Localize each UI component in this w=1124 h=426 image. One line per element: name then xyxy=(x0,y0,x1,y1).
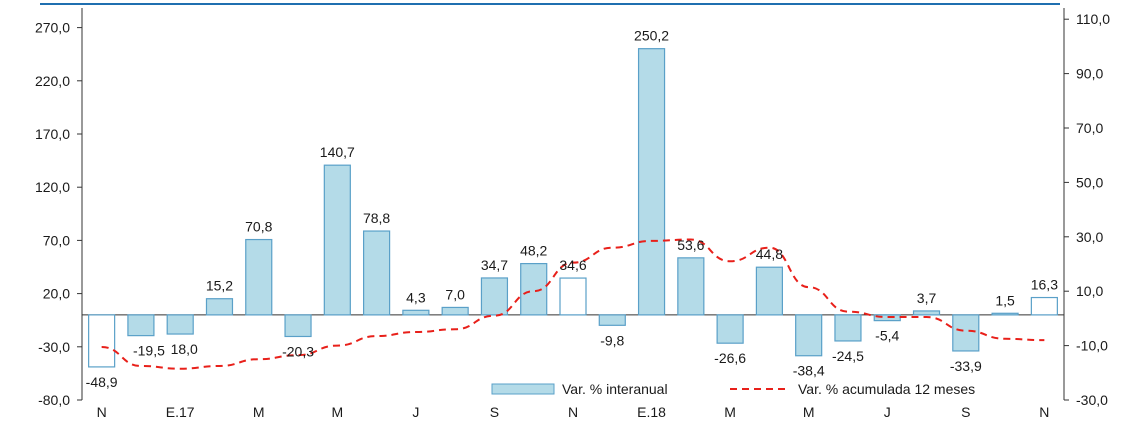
bar xyxy=(88,314,116,368)
bar xyxy=(952,314,980,352)
bar xyxy=(677,257,705,316)
x-tick-label: S xyxy=(490,404,499,420)
bar xyxy=(912,310,941,316)
x-tick-label: N xyxy=(568,404,578,420)
right-tick-label: -10,0 xyxy=(1076,338,1108,354)
data-label: 7,0 xyxy=(445,286,465,302)
bar xyxy=(323,164,351,316)
bar xyxy=(834,314,862,342)
data-label: 1,5 xyxy=(995,292,1015,308)
x-tick-label: J xyxy=(884,404,891,420)
x-tick-label: N xyxy=(97,404,107,420)
data-label: -19,5 xyxy=(133,343,165,359)
data-label: 250,2 xyxy=(634,28,669,44)
data-label: 70,8 xyxy=(245,219,272,235)
x-tick-label: E.18 xyxy=(637,404,666,420)
left-tick-label: -30,0 xyxy=(38,339,70,355)
legend-label-acumulada: Var. % acumulada 12 meses xyxy=(798,381,975,397)
right-tick-label: 110,0 xyxy=(1076,11,1110,27)
x-tick-label: E.17 xyxy=(166,404,195,420)
data-label: 44,8 xyxy=(756,246,783,262)
bar xyxy=(598,314,626,326)
left-tick-label: 170,0 xyxy=(35,126,70,142)
bar xyxy=(402,309,430,316)
bar xyxy=(873,314,901,322)
data-label: -33,9 xyxy=(950,358,982,374)
data-label: -26,6 xyxy=(714,350,746,366)
right-tick-label: 90,0 xyxy=(1076,66,1103,82)
right-tick-label: 70,0 xyxy=(1076,120,1103,136)
bar xyxy=(795,314,823,357)
left-tick-label: -80,0 xyxy=(38,392,70,408)
right-tick-label: 50,0 xyxy=(1076,174,1103,190)
x-tick-label: M xyxy=(803,404,815,420)
data-label: 78,8 xyxy=(363,210,390,226)
data-label: 15,2 xyxy=(206,278,233,294)
bar xyxy=(991,312,1019,316)
bar xyxy=(1030,296,1058,316)
x-tick-label: S xyxy=(961,404,970,420)
bar xyxy=(480,277,509,316)
x-tick-label: M xyxy=(253,404,265,420)
bar xyxy=(520,262,548,316)
line-series-acumulada xyxy=(101,238,1045,370)
data-label: 16,3 xyxy=(1031,277,1058,293)
bar xyxy=(716,314,744,344)
bar xyxy=(166,314,194,335)
data-label: 140,7 xyxy=(320,144,355,160)
bar xyxy=(127,314,155,337)
left-tick-label: 270,0 xyxy=(35,20,70,36)
bar xyxy=(205,298,234,316)
legend-label-interanual: Var. % interanual xyxy=(562,381,668,397)
data-label: 53,6 xyxy=(677,237,704,253)
data-label: -24,5 xyxy=(832,348,864,364)
data-label: 34,7 xyxy=(481,257,508,273)
x-tick-label: M xyxy=(331,404,343,420)
bar xyxy=(755,266,784,316)
data-label: 4,3 xyxy=(406,289,426,305)
data-label: -20,3 xyxy=(282,343,314,359)
data-label: 3,7 xyxy=(917,290,937,306)
data-label: 34,6 xyxy=(559,257,586,273)
data-label: 48,2 xyxy=(520,243,547,259)
bar xyxy=(245,238,273,316)
data-label: -5,4 xyxy=(875,328,899,344)
left-tick-label: 220,0 xyxy=(35,73,70,89)
data-label: -38,4 xyxy=(793,363,825,379)
x-tick-label: N xyxy=(1039,404,1049,420)
right-tick-label: 30,0 xyxy=(1076,229,1103,245)
legend-bar-swatch xyxy=(491,383,555,395)
bar xyxy=(284,314,312,338)
left-tick-label: 120,0 xyxy=(35,179,70,195)
data-label: 18,0 xyxy=(171,341,198,357)
bar xyxy=(637,48,666,316)
right-tick-label: -30,0 xyxy=(1076,392,1108,408)
bar xyxy=(363,230,391,316)
data-label: -48,9 xyxy=(86,374,118,390)
right-tick-label: 10,0 xyxy=(1076,283,1103,299)
x-tick-label: M xyxy=(724,404,736,420)
bar xyxy=(559,277,587,316)
x-tick-label: J xyxy=(412,404,419,420)
data-label: -9,8 xyxy=(600,332,624,348)
bar xyxy=(441,306,469,316)
left-tick-label: 20,0 xyxy=(43,286,70,302)
left-tick-label: 70,0 xyxy=(43,232,70,248)
